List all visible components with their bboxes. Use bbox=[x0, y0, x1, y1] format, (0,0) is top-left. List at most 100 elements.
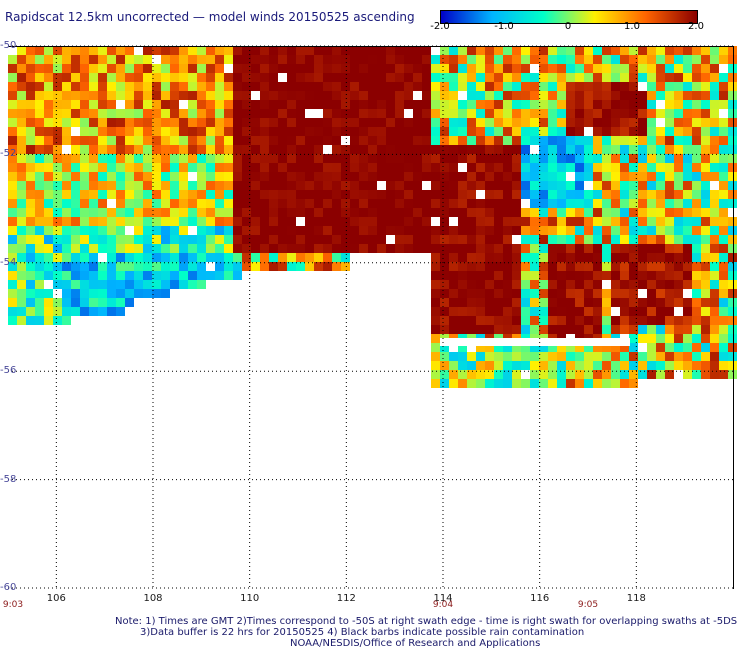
wind-cell bbox=[467, 280, 476, 289]
wind-cell bbox=[305, 244, 314, 253]
wind-cell bbox=[359, 64, 368, 73]
wind-cell bbox=[629, 217, 638, 226]
wind-cell bbox=[125, 181, 134, 190]
wind-cell bbox=[575, 343, 584, 352]
wind-cell bbox=[89, 118, 98, 127]
wind-cell bbox=[242, 82, 251, 91]
wind-cell bbox=[80, 181, 89, 190]
wind-cell bbox=[116, 307, 125, 316]
wind-cell bbox=[701, 343, 710, 352]
wind-cell bbox=[296, 55, 305, 64]
wind-cell bbox=[485, 199, 494, 208]
wind-cell bbox=[719, 334, 728, 343]
wind-cell bbox=[638, 190, 647, 199]
wind-cell bbox=[674, 136, 683, 145]
wind-cell bbox=[530, 190, 539, 199]
wind-cell bbox=[278, 262, 287, 271]
wind-cell bbox=[566, 262, 575, 271]
wind-cell bbox=[485, 118, 494, 127]
wind-cell bbox=[674, 253, 683, 262]
wind-cell bbox=[701, 325, 710, 334]
wind-cell bbox=[260, 154, 269, 163]
wind-cell bbox=[494, 163, 503, 172]
wind-cell bbox=[125, 127, 134, 136]
wind-cell bbox=[287, 244, 296, 253]
wind-cell bbox=[386, 91, 395, 100]
wind-cell bbox=[719, 325, 728, 334]
wind-cell bbox=[170, 271, 179, 280]
wind-cell bbox=[332, 154, 341, 163]
wind-cell bbox=[125, 271, 134, 280]
wind-cell bbox=[710, 361, 719, 370]
wind-cell bbox=[539, 262, 548, 271]
wind-cell bbox=[422, 136, 431, 145]
wind-cell bbox=[512, 100, 521, 109]
wind-cell bbox=[629, 271, 638, 280]
wind-cell bbox=[710, 208, 719, 217]
wind-cell bbox=[314, 235, 323, 244]
wind-cell bbox=[26, 127, 35, 136]
wind-cell bbox=[629, 154, 638, 163]
wind-cell bbox=[386, 64, 395, 73]
wind-cell bbox=[440, 136, 449, 145]
wind-cell bbox=[296, 46, 305, 55]
wind-cell bbox=[467, 82, 476, 91]
wind-cell bbox=[530, 307, 539, 316]
wind-cell bbox=[539, 199, 548, 208]
wind-cell bbox=[476, 208, 485, 217]
wind-cell bbox=[656, 352, 665, 361]
wind-cell bbox=[638, 136, 647, 145]
wind-cell bbox=[413, 172, 422, 181]
wind-cell bbox=[728, 100, 737, 109]
wind-cell bbox=[557, 73, 566, 82]
wind-cell bbox=[575, 172, 584, 181]
wind-cell bbox=[440, 271, 449, 280]
wind-cell bbox=[269, 172, 278, 181]
wind-cell bbox=[359, 118, 368, 127]
wind-cell bbox=[269, 136, 278, 145]
wind-cell bbox=[386, 118, 395, 127]
wind-cell bbox=[431, 145, 440, 154]
wind-cell bbox=[98, 226, 107, 235]
wind-cell bbox=[539, 226, 548, 235]
wind-cell bbox=[701, 370, 710, 379]
wind-cell bbox=[296, 145, 305, 154]
wind-cell bbox=[26, 136, 35, 145]
wind-cell bbox=[629, 289, 638, 298]
wind-cell bbox=[260, 46, 269, 55]
wind-cell bbox=[485, 190, 494, 199]
wind-cell bbox=[701, 109, 710, 118]
wind-cell bbox=[494, 64, 503, 73]
wind-cell bbox=[8, 181, 17, 190]
wind-cell bbox=[233, 118, 242, 127]
note-line-2: 3)Data buffer is 22 hrs for 20150525 4) … bbox=[140, 627, 585, 638]
wind-cell bbox=[593, 46, 602, 55]
wind-cell bbox=[530, 163, 539, 172]
wind-cell bbox=[341, 64, 350, 73]
wind-cell bbox=[665, 100, 674, 109]
wind-cell bbox=[665, 325, 674, 334]
wind-cell bbox=[584, 253, 593, 262]
wind-cell bbox=[368, 244, 377, 253]
wind-cell bbox=[665, 271, 674, 280]
wind-cell bbox=[377, 118, 386, 127]
wind-cell bbox=[323, 244, 332, 253]
wind-cell bbox=[143, 109, 152, 118]
wind-cell bbox=[440, 199, 449, 208]
wind-cell bbox=[710, 289, 719, 298]
wind-cell bbox=[134, 91, 143, 100]
wind-cell bbox=[89, 127, 98, 136]
wind-cell bbox=[521, 136, 530, 145]
wind-cell bbox=[431, 82, 440, 91]
wind-cell bbox=[647, 325, 656, 334]
wind-cell bbox=[17, 73, 26, 82]
wind-cell bbox=[341, 91, 350, 100]
wind-cell bbox=[152, 226, 161, 235]
wind-cell bbox=[215, 163, 224, 172]
wind-cell bbox=[647, 100, 656, 109]
wind-cell bbox=[647, 145, 656, 154]
wind-cell bbox=[656, 46, 665, 55]
wind-cell bbox=[332, 55, 341, 64]
wind-cell bbox=[548, 118, 557, 127]
wind-cell bbox=[557, 325, 566, 334]
